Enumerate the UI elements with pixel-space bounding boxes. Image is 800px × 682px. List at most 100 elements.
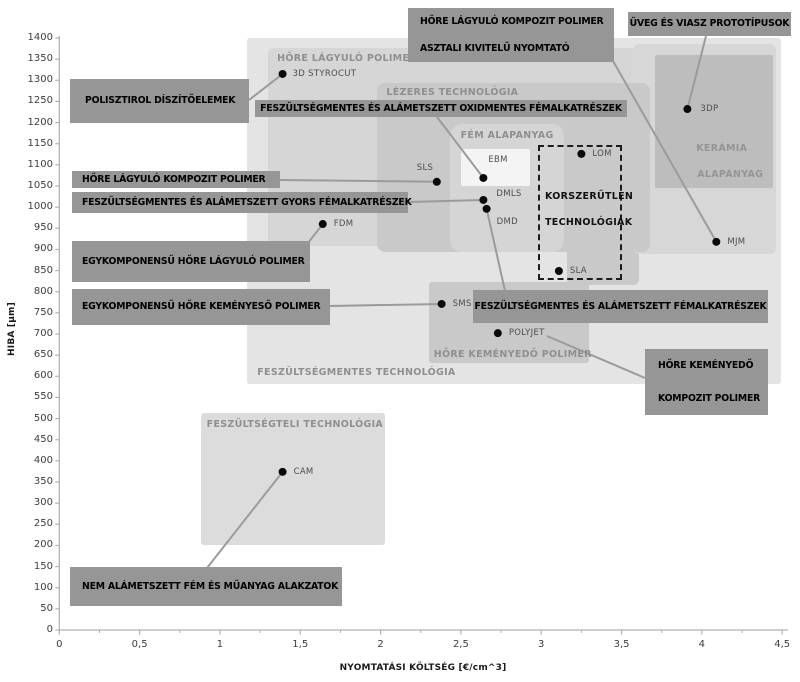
y-tick-label: 1100: [27, 158, 53, 170]
p-ebm-label: EBM: [488, 154, 508, 165]
p-sls-dot: [432, 177, 441, 186]
connector-c-egykomp-lagyulo: [307, 223, 324, 244]
x-axis-title: NYOMTATÁSI KÖLTSÉG [€/cm^3]: [339, 663, 507, 673]
c-kemenyedo-kompozit: HŐRE KEMÉNYEDŐ KOMPOZIT POLIMER: [645, 349, 768, 415]
r-feszultsegmentes-label: FESZÜLTSÉGMENTES TECHNOLÓGIA: [257, 366, 456, 378]
c-oxidmentes-line-1: FESZÜLTSÉGMENTES ÉS ALÁMETSZETT OXIDMENT…: [260, 102, 622, 114]
x-tick-label: 3: [538, 639, 545, 650]
p-lom-label: LOM: [592, 148, 612, 159]
y-tick-label: 600: [33, 370, 53, 382]
connector-c-asztali: [612, 60, 718, 243]
c-feszmentes-fem: FESZÜLTSÉGMENTES ÉS ALÁMETSZETT FÉMALKAT…: [473, 290, 768, 323]
x-tick-label: 2,5: [452, 639, 469, 650]
r-korszerutlen-label-1: KORSZERŰTLEN: [545, 190, 634, 202]
connector-c-feszmentes-fem: [485, 208, 506, 292]
y-tick-label: 250: [33, 518, 53, 530]
r-korszerutlen-label-2: TECHNOLÓGIÁK: [545, 216, 633, 228]
r-korszerutlen: [538, 144, 622, 280]
p-ebm-dot: [479, 173, 488, 182]
connector-c-uveg: [686, 35, 707, 110]
y-tick-label: 1300: [27, 74, 53, 86]
connector-c-kompozit: [279, 179, 437, 183]
connector-c-polisztirol: [248, 73, 284, 101]
r-keramia-label-2: ALAPANYAG: [697, 168, 764, 180]
c-asztali: HŐRE LÁGYULÓ KOMPOZIT POLIMER ASZTALI KIV…: [408, 8, 614, 62]
r-keramia-label-1: KERÁMIA: [696, 142, 748, 154]
y-tick-label: 1400: [27, 31, 53, 43]
c-gyors: FESZÜLTSÉGMENTES ÉS ALÁMETSZETT GYORS FÉ…: [72, 192, 412, 213]
c-polisztirol: POLISZTIROL DÍSZÍTŐELEMEK: [70, 79, 249, 123]
p-3dp-label: 3DP: [700, 104, 719, 115]
r-hore-lagyulo-label: HŐRE LÁGYULÓ POLIMER: [277, 53, 417, 65]
connector-c-kemenyedo-kompozit: [546, 335, 646, 379]
c-egykomp-lagyulo: EGYKOMPONENSŰ HŐRE LÁGYULÓ POLIMER: [72, 241, 310, 282]
p-cam-label: CAM: [293, 466, 314, 477]
y-tick-label: 1350: [27, 53, 53, 65]
c-kemenyedo-kompozit-line-1: HŐRE KEMÉNYEDŐ: [658, 359, 754, 371]
r-lezeres-label: LÉZERES TECHNOLÓGIA: [386, 86, 519, 98]
y-tick-label: 1000: [27, 201, 53, 213]
c-oxidmentes: FESZÜLTSÉGMENTES ÉS ALÁMETSZETT OXIDMENT…: [255, 100, 627, 117]
connector-c-oxidmentes: [436, 116, 485, 179]
y-tick-label: 0: [46, 624, 53, 635]
c-feszmentes-fem-line-1: FESZÜLTSÉGMENTES ÉS ALÁMETSZETT FÉMALKAT…: [474, 300, 767, 312]
p-polyjet-label: POLYJET: [508, 328, 545, 339]
c-asztali-line-1: HŐRE LÁGYULÓ KOMPOZIT POLIMER: [420, 15, 604, 27]
y-tick-label: 950: [33, 222, 53, 234]
x-tick-label: 3,5: [613, 639, 630, 650]
y-tick-label: 300: [33, 497, 53, 509]
p-fdm-dot: [318, 220, 327, 229]
p-dmls-dot: [479, 195, 488, 204]
x-tick-label: 4: [698, 639, 706, 650]
c-uveg-line-1: ÜVEG ÉS VIASZ PROTOTÍPUSOK: [629, 18, 790, 30]
y-tick-label: 350: [33, 475, 53, 487]
c-egykomp-kemenyeso-line-1: EGYKOMPONENSŰ HŐRE KEMÉNYESŐ POLIMER: [82, 301, 321, 313]
p-sla-dot: [554, 266, 563, 275]
x-tick-label: 2: [377, 639, 384, 650]
p-sls-label: SLS: [416, 162, 434, 173]
p-cam-dot: [278, 467, 287, 476]
p-sms-dot: [437, 299, 446, 308]
y-tick-label: 400: [33, 454, 53, 466]
connector-c-gyors: [407, 198, 484, 203]
c-uveg: ÜVEG ÉS VIASZ PROTOTÍPUSOK: [628, 12, 791, 36]
p-3dstyrocut-dot: [278, 69, 287, 78]
p-sms-label: SMS: [452, 298, 472, 309]
connector-c-egykomp-kemenyeso: [329, 302, 442, 307]
r-feszultsegteli: [200, 413, 386, 545]
p-lom-dot: [577, 149, 586, 158]
y-tick-label: 150: [33, 560, 53, 572]
y-tick-label: 1250: [27, 95, 53, 107]
p-polyjet-dot: [493, 329, 502, 338]
p-dmd-dot: [482, 204, 491, 213]
p-fdm-label: FDM: [333, 219, 354, 230]
y-tick-label: 200: [33, 539, 53, 551]
x-tick-label: 0,5: [131, 639, 148, 650]
c-polisztirol-line-1: POLISZTIROL DÍSZÍTŐELEMEK: [85, 95, 236, 107]
p-3dstyrocut-label: 3D STYROCUT: [292, 68, 357, 79]
y-tick-label: 750: [33, 306, 53, 318]
p-dmls-label: DMLS: [496, 188, 522, 199]
y-tick-label: 1050: [27, 179, 53, 191]
y-tick-label: 900: [33, 243, 53, 255]
x-tick-label: 4,5: [774, 639, 791, 650]
r-ebm-box: [460, 148, 530, 186]
y-tick-label: 650: [33, 349, 53, 361]
y-tick-label: 50: [40, 602, 53, 614]
p-sla-label: SLA: [569, 265, 587, 276]
y-tick-label: 500: [33, 412, 53, 424]
c-kompozit: HŐRE LÁGYULÓ KOMPOZIT POLIMER: [72, 171, 280, 188]
r-hore-kemenyedo-label: HŐRE KEMÉNYEDŐ POLIMER: [433, 349, 592, 361]
y-tick-label: 550: [33, 391, 53, 403]
y-tick-label: 850: [33, 264, 53, 276]
p-mjm-dot: [712, 237, 721, 246]
y-tick-label: 1200: [27, 116, 53, 128]
y-tick-label: 100: [33, 581, 53, 593]
y-tick-label: 450: [33, 433, 53, 445]
y-tick-label: 1150: [27, 137, 53, 149]
y-tick-label: 800: [33, 285, 53, 297]
x-tick-label: 1,5: [292, 639, 309, 650]
c-kemenyedo-kompozit-line-2: KOMPOZIT POLIMER: [658, 392, 761, 404]
